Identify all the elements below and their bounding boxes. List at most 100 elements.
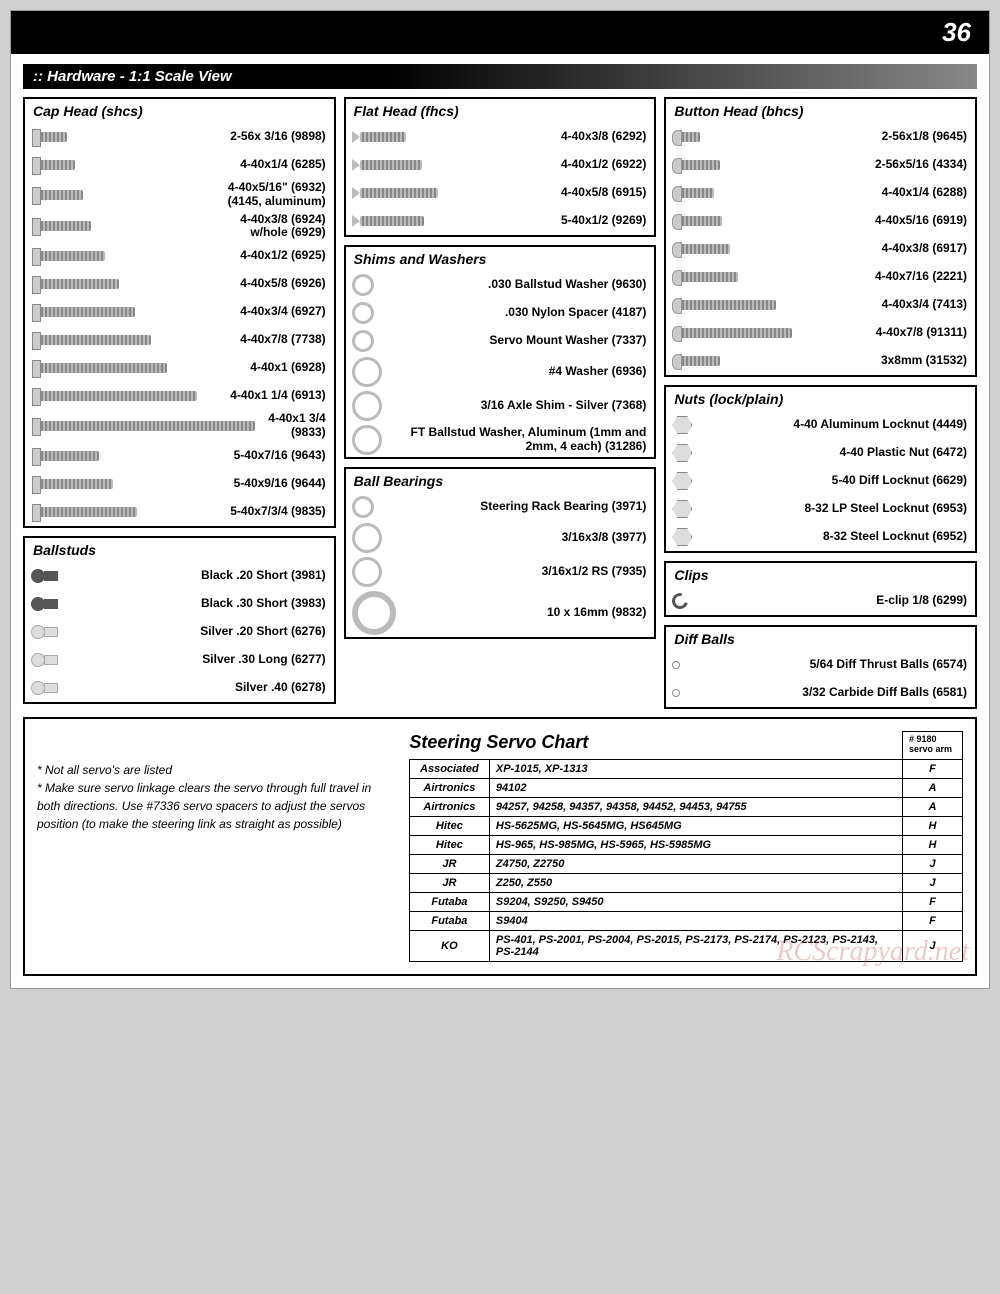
servo-arm-header: # 9180servo arm <box>903 732 963 760</box>
hw-row: Servo Mount Washer (7337) <box>346 327 655 355</box>
hw-row: 10 x 16mm (9832) <box>346 589 655 637</box>
servo-row: Airtronics94102A <box>409 778 962 797</box>
hw-row: 4-40x3/4 (6927) <box>25 298 334 326</box>
hw-row: .030 Nylon Spacer (4187) <box>346 299 655 327</box>
eclip-icon <box>672 593 688 609</box>
servo-brand: Hitec <box>409 835 489 854</box>
hw-label: 4-40 Plastic Nut (6472) <box>692 446 967 460</box>
hw-label: #4 Washer (6936) <box>382 365 647 379</box>
hw-label: .030 Ballstud Washer (9630) <box>374 278 647 292</box>
diffball-icon <box>672 661 680 669</box>
hw-row: 3/16x1/2 RS (7935) <box>346 555 655 589</box>
servo-arm: J <box>903 854 963 873</box>
servo-brand: Futaba <box>409 892 489 911</box>
ballstuds-box: Ballstuds Black .20 Short (3981)Black .3… <box>23 536 336 704</box>
hw-label: 5-40 Diff Locknut (6629) <box>692 474 967 488</box>
nut-icon <box>672 528 692 546</box>
hw-row: 4-40x1 3/4 (9833) <box>25 410 334 442</box>
cap-head-box: Cap Head (shcs) 2-56x 3/16 (9898) 4-40x1/… <box>23 97 336 528</box>
servo-table: Steering Servo Chart # 9180servo arm Ass… <box>409 731 963 962</box>
hw-row: 4-40x3/8 (6917) <box>666 235 975 263</box>
nuts-box: Nuts (lock/plain) 4-40 Aluminum Locknut … <box>664 385 977 553</box>
hw-row: 2-56x5/16 (4334) <box>666 151 975 179</box>
hw-row: 4-40x5/16" (6932)(4145, aluminum) <box>25 179 334 211</box>
cap-head-title: Cap Head (shcs) <box>25 99 334 123</box>
section-title: :: Hardware - 1:1 Scale View <box>23 64 977 89</box>
hw-row: 2-56x 3/16 (9898) <box>25 123 334 151</box>
flat-screw-icon <box>352 132 406 142</box>
servo-models: HS-965, HS-985MG, HS-5965, HS-5985MG <box>489 835 902 854</box>
hw-label: .030 Nylon Spacer (4187) <box>374 306 647 320</box>
clips-box: Clips E-clip 1/8 (6299) <box>664 561 977 617</box>
hw-label: Silver .40 (6278) <box>58 681 326 695</box>
ballstud-icon <box>31 625 58 639</box>
hw-label: 4-40x1/2 (6922) <box>422 158 647 172</box>
hw-label: 5-40x7/16 (9643) <box>99 449 326 463</box>
bearing-icon <box>352 496 374 518</box>
servo-models: 94257, 94258, 94357, 94358, 94452, 94453… <box>489 797 902 816</box>
hw-label: 4-40x1/4 (6285) <box>75 158 326 172</box>
hw-row: 4-40x7/8 (7738) <box>25 326 334 354</box>
nut-icon <box>672 444 692 462</box>
hw-row: FT Ballstud Washer, Aluminum (1mm and 2m… <box>346 423 655 457</box>
hw-label: 4-40x7/16 (2221) <box>738 270 967 284</box>
hw-label: 4-40x1 (6928) <box>167 361 326 375</box>
page-number-bar: 36 <box>11 11 989 54</box>
washer-icon <box>352 274 374 296</box>
note-line: * Not all servo's are listed <box>37 761 389 779</box>
hw-label: 2-56x5/16 (4334) <box>720 158 967 172</box>
cap-screw-icon <box>31 307 135 317</box>
hw-row: 8-32 Steel Locknut (6952) <box>666 523 975 551</box>
servo-row: AssociatedXP-1015, XP-1313F <box>409 759 962 778</box>
washer-icon <box>352 302 374 324</box>
servo-section: * Not all servo's are listed * Make sure… <box>23 717 977 976</box>
hw-row: Silver .40 (6278) <box>25 674 334 702</box>
servo-row: HitecHS-5625MG, HS-5645MG, HS645MGH <box>409 816 962 835</box>
page: 36 :: Hardware - 1:1 Scale View Cap Head… <box>10 10 990 989</box>
hw-label: 4-40x5/16" (6932)(4145, aluminum) <box>83 181 326 209</box>
servo-brand: Airtronics <box>409 797 489 816</box>
hw-row: 4-40x3/4 (7413) <box>666 291 975 319</box>
servo-models: PS-401, PS-2001, PS-2004, PS-2015, PS-21… <box>489 930 902 961</box>
bearings-box: Ball Bearings Steering Rack Bearing (397… <box>344 467 657 639</box>
servo-row: FutabaS9204, S9250, S9450F <box>409 892 962 911</box>
servo-brand: Airtronics <box>409 778 489 797</box>
hw-row: 3/16x3/8 (3977) <box>346 521 655 555</box>
hw-row: Black .20 Short (3981) <box>25 562 334 590</box>
hw-label: 2-56x1/8 (9645) <box>700 130 967 144</box>
ballstuds-title: Ballstuds <box>25 538 334 562</box>
flat-head-box: Flat Head (fhcs) 4-40x3/8 (6292)4-40x1/2… <box>344 97 657 237</box>
button-screw-icon <box>672 356 720 366</box>
cap-screw-icon <box>31 335 151 345</box>
servo-chart-title: Steering Servo Chart <box>409 732 902 753</box>
hw-label: 4-40x3/8 (6292) <box>406 130 647 144</box>
hw-label: 5-40x9/16 (9644) <box>113 477 326 491</box>
cap-screw-icon <box>31 132 67 142</box>
servo-arm: J <box>903 930 963 961</box>
servo-notes: * Not all servo's are listed * Make sure… <box>37 731 389 962</box>
hw-label: 4-40x5/16 (6919) <box>722 214 967 228</box>
servo-row: KOPS-401, PS-2001, PS-2004, PS-2015, PS-… <box>409 930 962 961</box>
servo-row: HitecHS-965, HS-985MG, HS-5965, HS-5985M… <box>409 835 962 854</box>
hw-label: 4-40x7/8 (91311) <box>792 326 967 340</box>
button-screw-icon <box>672 272 738 282</box>
hw-row: 4-40x5/16 (6919) <box>666 207 975 235</box>
hw-row: Silver .30 Long (6277) <box>25 646 334 674</box>
hw-row: 4-40x5/8 (6926) <box>25 270 334 298</box>
flat-screw-icon <box>352 216 424 226</box>
hw-label: 3/32 Carbide Diff Balls (6581) <box>680 686 967 700</box>
hw-row: 3x8mm (31532) <box>666 347 975 375</box>
hw-row: 4-40x1 (6928) <box>25 354 334 382</box>
hw-label: Steering Rack Bearing (3971) <box>374 500 647 514</box>
clips-title: Clips <box>666 563 975 587</box>
hw-row: 4-40x1/2 (6922) <box>346 151 655 179</box>
servo-chart: Steering Servo Chart # 9180servo arm Ass… <box>409 731 963 962</box>
servo-arm: H <box>903 816 963 835</box>
col-1: Cap Head (shcs) 2-56x 3/16 (9898) 4-40x1/… <box>23 97 336 709</box>
hw-row: 4-40x3/8 (6292) <box>346 123 655 151</box>
washer-icon <box>352 357 382 387</box>
hw-label: 4-40x3/4 (6927) <box>135 305 326 319</box>
hw-label: 8-32 Steel Locknut (6952) <box>692 530 967 544</box>
cap-screw-icon <box>31 391 197 401</box>
hw-label: 3/16x3/8 (3977) <box>382 531 647 545</box>
